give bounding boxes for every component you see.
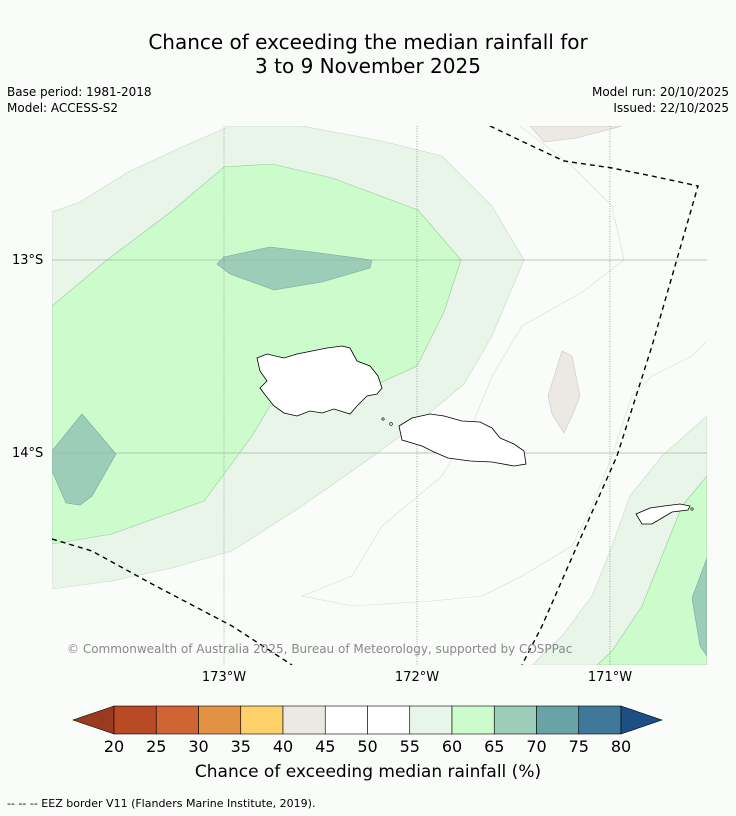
eez-footnote: -- -- -- EEZ border V11 (Flanders Marine… xyxy=(7,797,316,810)
colorbar-tick-20: 20 xyxy=(103,737,125,756)
colorbar-segment-50_55 xyxy=(367,705,411,735)
contour-65-70-southeast xyxy=(691,557,707,657)
islet-manono xyxy=(389,422,393,426)
colorbar-tick-50: 50 xyxy=(357,737,378,756)
colorbar-segment-45_50 xyxy=(324,705,368,735)
eez-border-east xyxy=(489,126,699,665)
contour-line-50 xyxy=(300,126,707,607)
colorbar-segment-55_60 xyxy=(409,705,453,735)
lat-label-14s: 14°S xyxy=(12,446,44,461)
copyright-text: © Commonwealth of Australia 2025, Bureau… xyxy=(67,642,573,656)
colorbar-segment-60_65 xyxy=(451,705,495,735)
colorbar-segment-20_25 xyxy=(113,705,157,735)
colorbar xyxy=(72,705,663,735)
colorbar-tick-80: 80 xyxy=(610,737,632,756)
title-line-2: 3 to 9 November 2025 xyxy=(255,54,481,78)
meta-right: Model run: 20/10/2025 Issued: 22/10/2025 xyxy=(592,84,729,116)
colorbar-tick-75: 75 xyxy=(568,737,589,756)
colorbar-segment-75_80 xyxy=(578,705,622,735)
lon-label-172w: 172°W xyxy=(394,670,440,685)
model-text: Model: ACCESS-S2 xyxy=(7,101,119,115)
colorbar-tick-35: 35 xyxy=(230,737,251,756)
eez-border-west xyxy=(52,538,293,665)
contour-65-70-west xyxy=(52,413,117,506)
colorbar-tick-25: 25 xyxy=(146,737,167,756)
colorbar-arrow-below xyxy=(72,705,115,735)
colorbar-tick-60: 60 xyxy=(441,737,463,756)
issued-text: Issued: 22/10/2025 xyxy=(613,101,729,115)
colorbar-segment-65_70 xyxy=(493,705,537,735)
base-period-text: Base period: 1981-2018 xyxy=(7,85,152,99)
colorbar-arrow-above xyxy=(620,705,663,735)
title-line-1: Chance of exceeding the median rainfall … xyxy=(148,30,588,54)
map-title: Chance of exceeding the median rainfall … xyxy=(0,30,736,78)
colorbar-tick-30: 30 xyxy=(188,737,209,756)
islet-aunuu xyxy=(690,507,694,511)
colorbar-segment-70_75 xyxy=(536,705,580,735)
island-tutuila xyxy=(635,503,691,525)
island-upolu xyxy=(398,413,527,467)
contour-40-45-north xyxy=(529,126,623,143)
map-svg xyxy=(52,126,707,665)
map-panel[interactable] xyxy=(52,126,707,665)
lon-label-173w: 173°W xyxy=(201,670,247,685)
colorbar-segment-30_35 xyxy=(198,705,242,735)
colorbar-tick-70: 70 xyxy=(526,737,547,756)
model-run-text: Model run: 20/10/2025 xyxy=(591,85,729,99)
contour-60-65-southeast xyxy=(596,475,707,665)
colorbar-tick-65: 65 xyxy=(484,737,505,756)
contour-40-45-east xyxy=(547,350,581,434)
lat-label-13s: 13°S xyxy=(12,253,44,268)
colorbar-tick-40: 40 xyxy=(272,737,294,756)
lon-label-171w: 171°W xyxy=(587,670,633,685)
islet-apolima xyxy=(381,417,385,421)
colorbar-tick-45: 45 xyxy=(315,737,336,756)
colorbar-segment-40_45 xyxy=(282,705,326,735)
island-savaii xyxy=(256,345,383,417)
colorbar-segment-25_30 xyxy=(155,705,199,735)
contour-65-70-north xyxy=(216,246,373,291)
meta-left: Base period: 1981-2018 Model: ACCESS-S2 xyxy=(7,84,152,116)
colorbar-tick-55: 55 xyxy=(399,737,420,756)
colorbar-segment-35_40 xyxy=(240,705,284,735)
colorbar-title: Chance of exceeding median rainfall (%) xyxy=(194,762,542,782)
